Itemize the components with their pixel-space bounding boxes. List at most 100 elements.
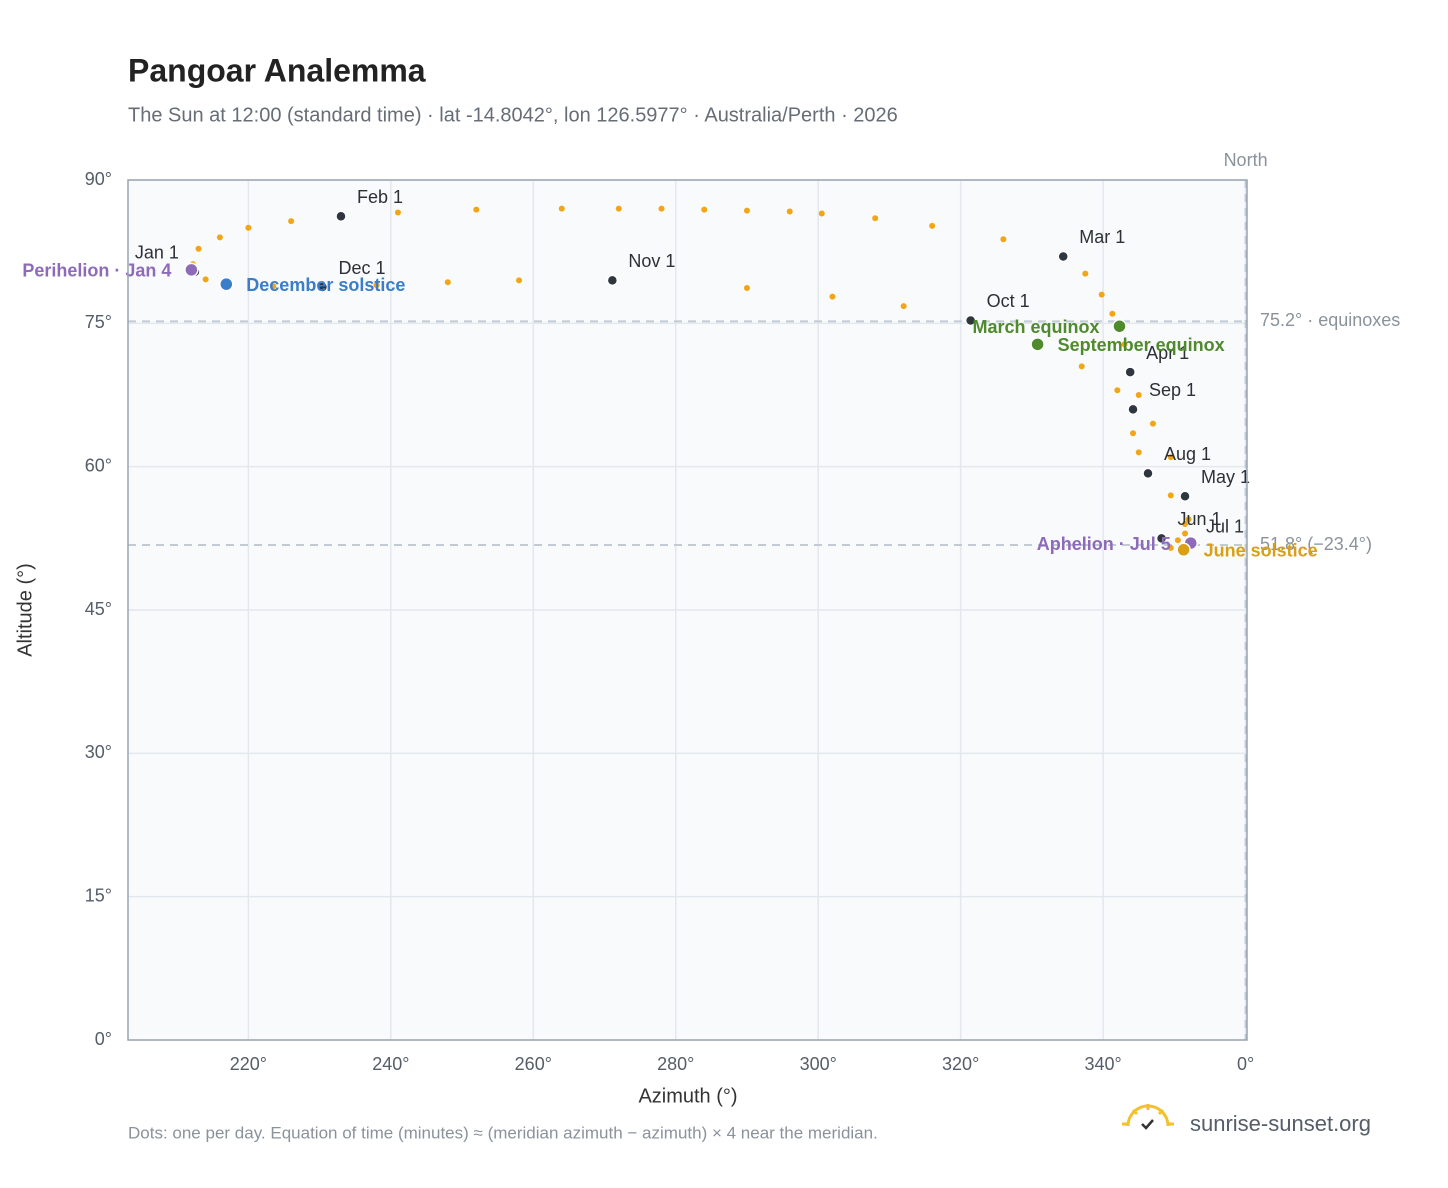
x-tick-label: 320°: [942, 1054, 979, 1074]
y-tick-label: 75°: [85, 312, 112, 332]
daily-dot: [900, 303, 907, 310]
daily-dot: [786, 208, 793, 215]
daily-dot: [270, 283, 277, 290]
daily-dot: [1114, 387, 1121, 394]
chart-subtitle: The Sun at 12:00 (standard time) · lat -…: [128, 104, 898, 126]
event-marker: [184, 262, 199, 278]
daily-dot: [288, 218, 295, 225]
month-label: Jun 1: [1178, 509, 1222, 529]
x-tick-label: 0°: [1237, 1054, 1254, 1074]
month-label: Aug 1: [1164, 444, 1211, 464]
x-axis-label: Azimuth (°): [638, 1085, 737, 1107]
event-marker: [1030, 337, 1045, 352]
month-label: Jan 1: [135, 242, 179, 262]
x-tick-label: 260°: [515, 1054, 552, 1074]
month-marker: [1124, 366, 1136, 378]
month-marker: [1127, 403, 1139, 416]
daily-dot: [829, 293, 836, 300]
month-marker: [1057, 250, 1069, 263]
brand-logo: [1122, 1104, 1174, 1130]
reference-label: 51.8° (−23.4°): [1260, 534, 1372, 554]
event-label: December solstice: [246, 275, 405, 295]
daily-dot: [373, 282, 380, 289]
daily-dot: [1121, 341, 1128, 348]
month-marker: [1179, 490, 1191, 503]
x-tick-label: 240°: [372, 1054, 409, 1074]
footnote: Dots: one per day. Equation of time (min…: [128, 1123, 878, 1142]
daily-dot: [1182, 530, 1189, 537]
x-tick-label: 220°: [230, 1054, 267, 1074]
event-label: Aphelion · Jul 5: [1037, 534, 1171, 554]
event-label: Perihelion · Jan 4: [22, 261, 171, 281]
reference-lines: 75.2° · equinoxes 51.8° (−23.4°) North: [128, 150, 1400, 1040]
month-marker: [964, 314, 977, 327]
daily-dot: [1182, 521, 1189, 527]
y-tick-label: 90°: [85, 169, 112, 189]
month-label: Jul 1: [1206, 517, 1244, 537]
plot-frame: [127, 179, 1248, 1041]
month-marker: [1142, 467, 1154, 480]
daily-dot: [929, 222, 936, 229]
daily-dot: [473, 206, 480, 213]
daily-dot: [216, 234, 223, 241]
y-tick-label: 0°: [95, 1029, 112, 1049]
daily-dot: [818, 210, 825, 217]
daily-dot: [1135, 449, 1142, 456]
x-tick-label: 340°: [1085, 1054, 1122, 1074]
y-tick-label: 60°: [85, 455, 112, 475]
daily-dot: [1130, 430, 1137, 437]
chart-title: Pangoar Analemma: [128, 52, 426, 88]
month-marker: [1155, 532, 1168, 545]
daily-dot: [1167, 492, 1174, 499]
daily-dot: [1078, 363, 1085, 370]
event-label: March equinox: [972, 317, 1099, 337]
daily-dot: [444, 279, 451, 286]
daily-dot: [701, 206, 708, 213]
daily-dot: [1174, 537, 1181, 544]
daily-dot: [1109, 310, 1116, 317]
event-label: September equinox: [1058, 335, 1225, 355]
daily-dot: [743, 284, 750, 291]
x-tick-label: 300°: [800, 1054, 837, 1074]
event-marker: [219, 276, 234, 292]
daily-dot: [1167, 454, 1174, 461]
event-marker: [1176, 542, 1191, 558]
daily-dot: [743, 207, 750, 214]
y-axis-label: Altitude (°): [14, 563, 36, 657]
daily-dot: [195, 245, 202, 252]
y-tick-label: 30°: [85, 742, 112, 762]
month-label: Dec 1: [338, 258, 385, 278]
daily-dot: [1098, 291, 1105, 298]
month-label: Oct 1: [987, 291, 1030, 311]
event-marker: [1112, 318, 1127, 334]
y-tick-label: 15°: [85, 885, 112, 905]
daily-dot: [394, 209, 401, 216]
daily-dot: [615, 205, 622, 212]
daily-dot: [1082, 270, 1089, 277]
event-label: June solstice: [1204, 541, 1318, 561]
month-marker: [316, 281, 329, 293]
month-label: Apr 1: [1146, 343, 1189, 363]
month-label: Mar 1: [1079, 227, 1125, 247]
month-label: Feb 1: [357, 187, 403, 207]
daily-dot: [658, 205, 665, 212]
daily-dot: [872, 215, 879, 222]
month-marker: [606, 274, 619, 287]
daily-dot: [245, 224, 252, 231]
month-label: Nov 1: [628, 251, 675, 271]
month-marker: [335, 210, 347, 223]
daily-dot: [1000, 236, 1007, 243]
daily-dot: [1167, 544, 1174, 551]
daily-dot: [558, 205, 565, 212]
daily-dot: [1135, 392, 1142, 398]
y-tick-label: 45°: [85, 599, 112, 619]
daily-dot: [516, 277, 523, 284]
x-tick-label: 280°: [657, 1054, 694, 1074]
month-label: Sep 1: [1149, 380, 1196, 400]
reference-label: 75.2° · equinoxes: [1260, 310, 1400, 330]
daily-dot: [1149, 420, 1156, 427]
month-label: May 1: [1201, 467, 1250, 487]
daily-dot: [1185, 516, 1192, 523]
